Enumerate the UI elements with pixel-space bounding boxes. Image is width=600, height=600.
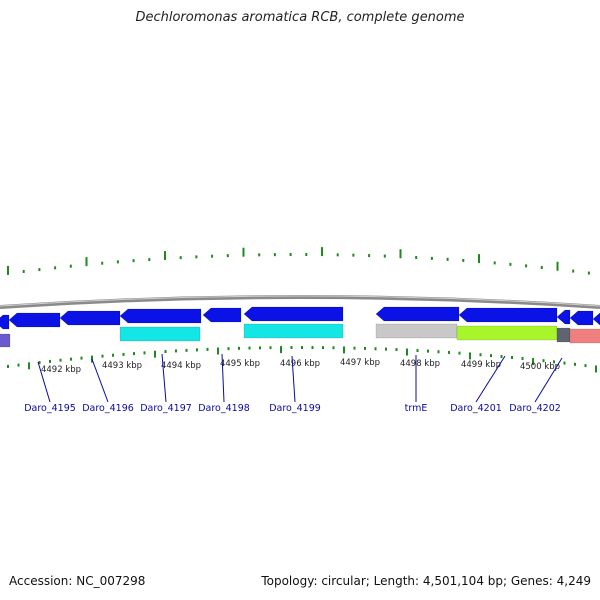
scale-label: 4500 kbp: [520, 362, 560, 372]
gene-label: Daro_4202: [509, 403, 561, 414]
gene-arrow-reverse: [243, 306, 344, 322]
outer-tick-ring: [7, 247, 590, 275]
gene-lime: [456, 325, 558, 341]
scale-label: 4492 kbp: [41, 365, 81, 375]
gene-arrow-reverse: [458, 307, 558, 323]
accession-info: Accession: NC_007298: [9, 574, 145, 588]
map-title: Dechloromonas aromatica RCB, complete ge…: [135, 10, 465, 25]
inner-tick-ring: [7, 346, 597, 373]
gene-cyan: [243, 323, 344, 339]
gene-leader-line: [91, 358, 109, 403]
length-value: 4,501,104 bp: [422, 574, 503, 588]
gene-purple: [0, 333, 11, 348]
scale-label: 4495 kbp: [220, 359, 260, 369]
genome-backbone: [0, 295, 600, 309]
gene-arrow-reverse: [375, 306, 460, 322]
gene-track: [0, 306, 600, 348]
length-label: ; Length:: [365, 574, 423, 588]
gene-label-leaders: [37, 353, 563, 403]
gene-arrow-reverse: [592, 312, 600, 326]
scale-labels: 4492 kbp 4493 kbp 4494 kbp 4495 kbp 4496 kbp…: [41, 358, 560, 375]
gene-label: Daro_4196: [82, 403, 134, 414]
scale-label: 4494 kbp: [161, 361, 201, 371]
scale-label: 4496 kbp: [280, 359, 320, 369]
backbone-arc-highlight: [0, 295, 600, 307]
gene-leader-line: [161, 353, 167, 403]
gene-arrow-reverse: [0, 314, 10, 330]
gene-leader-line: [221, 353, 225, 403]
gene-label: Daro_4197: [140, 403, 192, 414]
topology-value: circular: [321, 574, 366, 588]
accession-label: Accession:: [9, 574, 77, 588]
gene-arrow-reverse: [119, 308, 202, 324]
gene-leader-line: [475, 355, 506, 403]
scale-label: 4498 kbp: [400, 359, 440, 369]
gene-arrow-reverse: [59, 310, 121, 326]
genes-value: 4,249: [556, 574, 591, 588]
gene-label: trmE: [405, 403, 428, 414]
backbone-arc: [0, 295, 600, 309]
genes-label: ; Genes:: [503, 574, 557, 588]
gene-label: Daro_4199: [269, 403, 321, 414]
gene-cyan: [119, 326, 201, 342]
topology-label: Topology:: [261, 574, 322, 588]
gene-label: Daro_4201: [450, 403, 502, 414]
gene-grey: [375, 323, 458, 339]
gene-arrow-reverse: [569, 310, 594, 326]
gene-label: Daro_4198: [198, 403, 250, 414]
scale-label: 4499 kbp: [461, 360, 501, 370]
scale-label: 4493 kbp: [102, 361, 142, 371]
gene-leader-line: [37, 361, 51, 403]
gene-leader-line: [291, 355, 296, 403]
gene-leader-line: [534, 357, 563, 403]
gene-arrow-reverse: [202, 307, 242, 323]
gene-label: Daro_4195: [24, 403, 76, 414]
gene-labels: Daro_4195 Daro_4196 Daro_4197 Daro_4198 Daro…: [24, 403, 561, 414]
accession-value: NC_007298: [76, 574, 146, 588]
gene-arrow-reverse: [8, 312, 61, 328]
gene-slate: [556, 327, 571, 343]
gene-arrow-reverse: [556, 309, 571, 325]
scale-label: 4497 kbp: [340, 358, 380, 368]
gene-salmon: [569, 328, 600, 344]
genome-summary: Topology: circular; Length: 4,501,104 bp…: [261, 574, 591, 588]
